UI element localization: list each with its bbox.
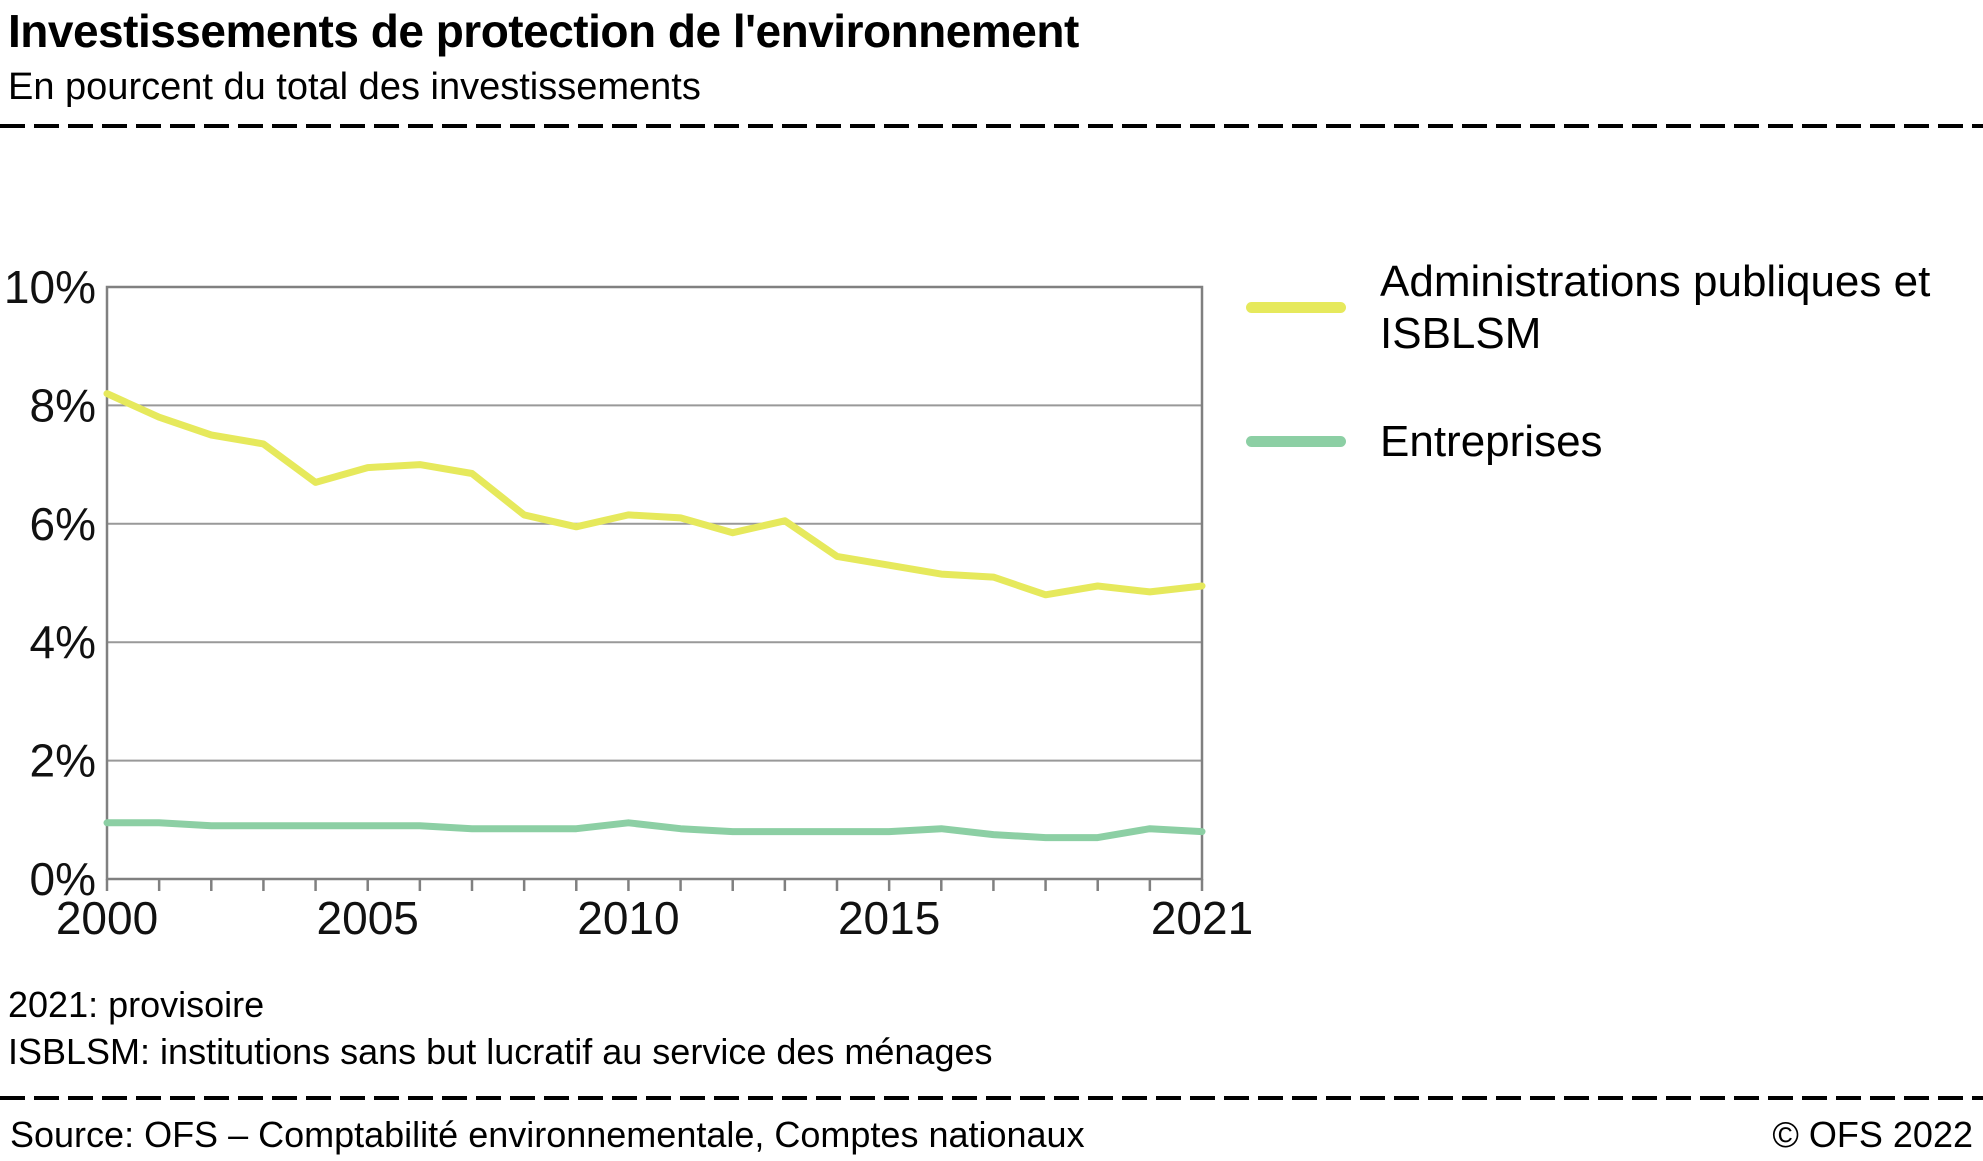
legend-swatch-administrations-icon: [1246, 302, 1346, 314]
legend-item-administrations: Administrations publiques et ISBLSM: [1246, 256, 1940, 360]
legend-swatch-entreprises-icon: [1246, 436, 1346, 448]
footnote-provisoire: 2021: provisoire: [8, 984, 265, 1025]
source-text: Source: OFS – Comptabilité environnement…: [10, 1114, 1085, 1155]
y-axis-label: 2%: [30, 735, 96, 787]
x-axis-label: 2015: [838, 892, 940, 944]
bottom-divider: [0, 1096, 1983, 1100]
x-axis-label: 2000: [56, 892, 158, 944]
copyright-text: © OFS 2022: [1772, 1114, 1973, 1155]
series-line-administrations-publiques: [103, 390, 1206, 599]
x-axis-label: 2021: [1151, 892, 1253, 944]
x-axis-label: 2010: [577, 892, 679, 944]
y-axis-label: 8%: [30, 379, 96, 431]
top-divider: [0, 124, 1983, 128]
y-axis-label: 10%: [4, 261, 96, 313]
footnotes: 2021: provisoire ISBLSM: institutions sa…: [8, 982, 992, 1076]
x-axis-label: 2005: [317, 892, 419, 944]
legend-item-entreprises: Entreprises: [1246, 416, 1940, 468]
y-axis-label: 6%: [30, 498, 96, 550]
page-title: Investissements de protection de l'envir…: [8, 5, 1079, 57]
legend-label-entreprises: Entreprises: [1380, 416, 1603, 466]
series-line-entreprises: [103, 819, 1206, 842]
y-axis-label: 0%: [30, 853, 96, 905]
plot-border: [105, 285, 1204, 881]
footnote-isblsm: ISBLSM: institutions sans but lucratif a…: [8, 1030, 993, 1072]
source-bar: Source: OFS – Comptabilité environnement…: [0, 1114, 1983, 1156]
legend: Administrations publiques et ISBLSM Entr…: [1246, 256, 1940, 468]
page-subtitle: En pourcent du total des investissements: [8, 66, 701, 108]
legend-label-administrations: Administrations publiques et ISBLSM: [1380, 257, 1931, 358]
y-axis-label: 4%: [30, 616, 96, 668]
